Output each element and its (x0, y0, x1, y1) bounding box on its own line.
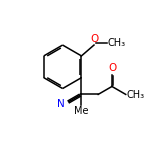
Text: N: N (57, 99, 64, 109)
Text: CH₃: CH₃ (127, 90, 145, 100)
Text: Me: Me (74, 106, 89, 116)
Text: CH₃: CH₃ (107, 38, 126, 48)
Text: O: O (90, 34, 98, 44)
Text: O: O (109, 63, 117, 73)
